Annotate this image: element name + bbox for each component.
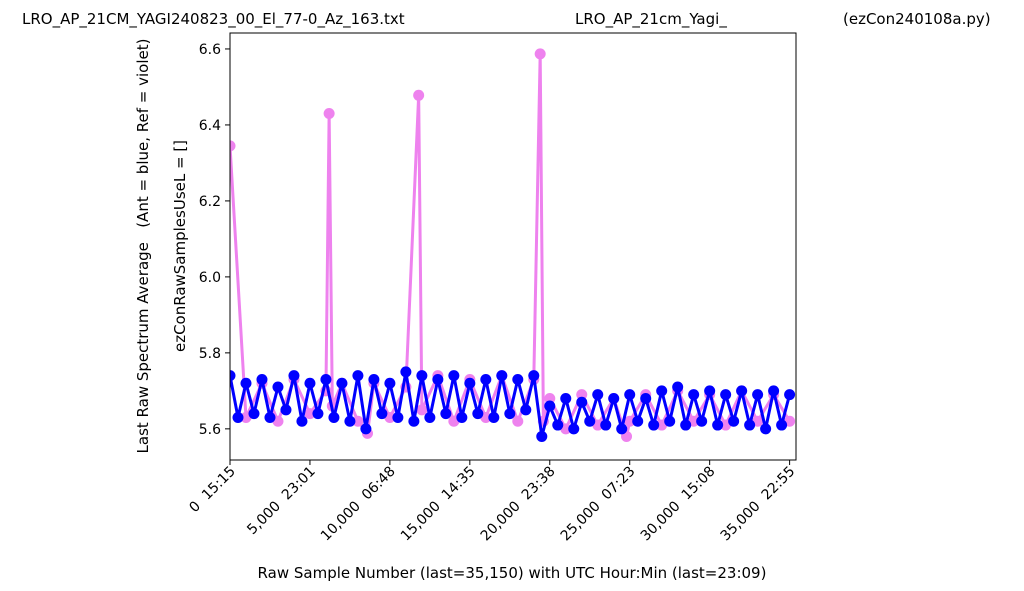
- y-axis-sublabel: ezConRawSamplesUseL = []: [171, 140, 189, 352]
- data-point: [336, 377, 348, 389]
- chart-subtitle: LRO_AP_21cm_Yagi_: [575, 10, 727, 29]
- data-point: [304, 408, 316, 420]
- data-point: [230, 140, 236, 152]
- data-point: [616, 423, 628, 435]
- data-point: [520, 404, 532, 416]
- data-point: [584, 415, 596, 427]
- data-point: [256, 373, 268, 385]
- data-point: [560, 392, 572, 404]
- data-point: [360, 423, 372, 435]
- data-point: [416, 404, 428, 416]
- data-point: [288, 370, 300, 382]
- data-point: [413, 89, 425, 101]
- data-point: [688, 389, 700, 401]
- data-point: [576, 389, 588, 401]
- y-tick-label: 5.8: [199, 346, 221, 362]
- data-point: [320, 373, 332, 385]
- data-point: [712, 419, 724, 431]
- data-point: [624, 415, 636, 427]
- data-point: [464, 377, 476, 389]
- data-point: [680, 419, 692, 431]
- data-point: [760, 423, 772, 435]
- data-point: [432, 373, 444, 385]
- data-point: [568, 423, 580, 435]
- data-point: [248, 408, 260, 420]
- data-point: [408, 415, 420, 427]
- data-point: [656, 385, 668, 397]
- chart-title: LRO_AP_21CM_YAGI240823_00_El_77-0_Az_163…: [22, 10, 405, 29]
- data-point: [376, 408, 388, 420]
- data-point: [424, 411, 436, 423]
- data-point: [720, 389, 732, 401]
- data-point: [736, 385, 748, 397]
- data-point: [280, 404, 292, 416]
- data-point: [512, 373, 524, 385]
- data-point: [416, 370, 428, 382]
- data-point: [664, 415, 676, 427]
- data-point: [648, 419, 660, 431]
- data-point: [632, 415, 644, 427]
- data-point: [368, 373, 380, 385]
- data-point: [304, 377, 316, 389]
- data-point: [744, 419, 756, 431]
- y-tick-label: 6.0: [199, 270, 221, 286]
- data-point: [784, 389, 796, 401]
- data-point: [576, 396, 588, 408]
- data-point: [728, 415, 740, 427]
- data-point: [272, 381, 284, 393]
- data-point: [312, 408, 324, 420]
- y-tick-label: 6.4: [199, 118, 221, 134]
- data-point: [480, 373, 492, 385]
- data-point: [400, 366, 412, 378]
- data-point: [264, 411, 276, 423]
- data-point: [448, 370, 460, 382]
- data-point: [528, 370, 540, 382]
- y-tick-label: 6.6: [199, 42, 221, 58]
- data-point: [608, 392, 620, 404]
- data-point: [552, 419, 564, 431]
- data-point: [392, 411, 404, 423]
- data-point: [696, 415, 708, 427]
- plot-area: [230, 48, 796, 443]
- data-point: [534, 48, 546, 60]
- data-point: [240, 377, 252, 389]
- data-point: [296, 415, 308, 427]
- y-tick-label: 6.2: [199, 194, 221, 210]
- data-point: [328, 411, 340, 423]
- data-point: [496, 370, 508, 382]
- data-point: [232, 411, 244, 423]
- data-point: [592, 389, 604, 401]
- data-point: [488, 411, 500, 423]
- data-point: [544, 392, 556, 404]
- data-point: [704, 385, 716, 397]
- y-tick-label: 5.6: [199, 422, 221, 438]
- data-point: [776, 419, 788, 431]
- axes-frame: [229, 32, 797, 461]
- data-point: [344, 415, 356, 427]
- data-point: [456, 411, 468, 423]
- data-point: [230, 370, 236, 382]
- data-point: [384, 377, 396, 389]
- data-point: [672, 381, 684, 393]
- data-point: [504, 408, 516, 420]
- data-point: [640, 392, 652, 404]
- x-axis-label: Raw Sample Number (last=35,150) with UTC…: [258, 564, 767, 582]
- data-point: [472, 408, 484, 420]
- data-point: [624, 389, 636, 401]
- chart-script-name: (ezCon240108a.py): [843, 10, 991, 28]
- data-point: [768, 385, 780, 397]
- data-point: [323, 108, 335, 120]
- data-point: [600, 419, 612, 431]
- data-point: [752, 389, 764, 401]
- data-point: [352, 415, 364, 427]
- data-point: [544, 400, 556, 412]
- data-point: [536, 430, 548, 442]
- data-point: [352, 370, 364, 382]
- data-point: [440, 408, 452, 420]
- data-point: [512, 415, 524, 427]
- y-axis-label: Last Raw Spectrum Average (Ant = blue, R…: [134, 39, 152, 454]
